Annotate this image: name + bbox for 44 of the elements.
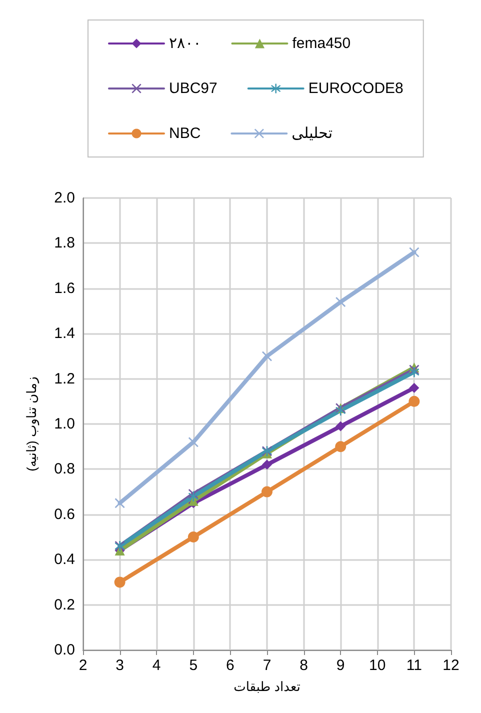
legend-label: NBC — [169, 125, 201, 142]
point — [114, 576, 126, 588]
y-tick-label: 1.6 — [54, 280, 75, 297]
x-tick-label: 6 — [226, 657, 234, 674]
point — [409, 382, 420, 393]
point — [336, 296, 346, 307]
y-tick-label: 1.4 — [54, 325, 75, 342]
x-tick-label: 5 — [189, 657, 198, 674]
x-tick-label: 11 — [406, 657, 422, 674]
legend-label: تحلیلی — [292, 125, 332, 142]
y-tick-label: 0.6 — [54, 506, 75, 523]
legend-label: fema450 — [292, 35, 351, 52]
y-tick-label: 1.2 — [54, 370, 75, 388]
legend-label: UBC97 — [169, 80, 218, 97]
y-tick-label: 0.8 — [54, 460, 75, 478]
x-tick-label: 12 — [442, 657, 460, 674]
point — [335, 441, 346, 452]
x-tick-label: 4 — [152, 657, 161, 674]
point — [336, 421, 346, 432]
point — [262, 351, 272, 362]
x-tick-label: 10 — [369, 657, 386, 674]
point — [262, 460, 272, 470]
x-tick-label: 2 — [78, 657, 88, 674]
y-axis-title: زمان تناوب (ثانیه) — [24, 376, 40, 472]
point — [188, 437, 198, 448]
point — [409, 247, 420, 258]
point — [188, 532, 199, 542]
point — [408, 396, 420, 407]
y-tick-label: 2.0 — [54, 190, 75, 206]
point — [409, 367, 420, 378]
x-tick-label: 3 — [116, 657, 124, 674]
x-tick-label: 9 — [336, 657, 345, 674]
y-tick-label: 0.4 — [54, 551, 75, 568]
y-tick-label: 0.0 — [54, 642, 75, 658]
y-tick-label: 1.0 — [54, 416, 75, 432]
x-axis-title: تعداد طبقات — [234, 679, 301, 694]
point — [114, 498, 125, 508]
y-tick-label: 1.8 — [54, 234, 75, 252]
x-tick-label: 7 — [262, 657, 272, 674]
point — [262, 486, 272, 498]
y-tick-label: 0.2 — [54, 596, 75, 614]
legend-label: EUROCODE8 — [308, 80, 404, 97]
legend-label: ۲۸۰۰ — [169, 35, 202, 52]
x-tick-label: 8 — [300, 657, 308, 674]
